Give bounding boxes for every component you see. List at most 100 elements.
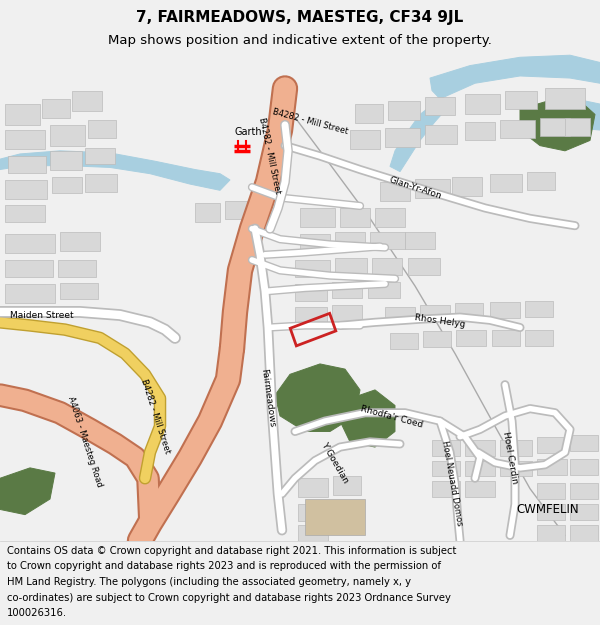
Polygon shape: [298, 478, 328, 497]
Text: Rhos Helyg: Rhos Helyg: [414, 313, 466, 329]
Polygon shape: [340, 390, 395, 447]
Text: HM Land Registry. The polygons (including the associated geometry, namely x, y: HM Land Registry. The polygons (includin…: [7, 577, 411, 587]
Polygon shape: [432, 481, 460, 497]
Text: A4063 - Maesteg Road: A4063 - Maesteg Road: [66, 396, 104, 488]
Polygon shape: [275, 364, 360, 431]
Polygon shape: [537, 504, 565, 520]
Polygon shape: [355, 104, 383, 122]
Polygon shape: [8, 156, 46, 172]
Polygon shape: [50, 151, 82, 169]
Polygon shape: [385, 307, 415, 323]
Text: Contains OS data © Crown copyright and database right 2021. This information is : Contains OS data © Crown copyright and d…: [7, 546, 457, 556]
Polygon shape: [390, 55, 600, 172]
Polygon shape: [425, 97, 455, 116]
Polygon shape: [85, 148, 115, 164]
Polygon shape: [537, 484, 565, 499]
Polygon shape: [465, 461, 495, 476]
Polygon shape: [425, 125, 457, 144]
Polygon shape: [465, 440, 495, 456]
Text: CWMFELIN: CWMFELIN: [517, 503, 580, 516]
Text: Garth: Garth: [234, 127, 262, 137]
Polygon shape: [295, 307, 327, 323]
Polygon shape: [465, 122, 495, 141]
Polygon shape: [423, 331, 451, 348]
Polygon shape: [408, 258, 440, 274]
Polygon shape: [432, 461, 460, 476]
Polygon shape: [380, 182, 410, 201]
Polygon shape: [540, 99, 600, 130]
Polygon shape: [565, 118, 590, 136]
Polygon shape: [570, 525, 598, 541]
Polygon shape: [385, 128, 420, 147]
Polygon shape: [570, 459, 598, 475]
Polygon shape: [295, 284, 327, 301]
Polygon shape: [5, 205, 45, 221]
Polygon shape: [432, 440, 460, 456]
Polygon shape: [465, 481, 495, 497]
Polygon shape: [5, 234, 55, 253]
Polygon shape: [525, 301, 553, 317]
Polygon shape: [500, 440, 532, 456]
Polygon shape: [340, 208, 370, 227]
Polygon shape: [5, 104, 40, 125]
Polygon shape: [490, 301, 520, 318]
Polygon shape: [300, 234, 330, 251]
Polygon shape: [520, 99, 595, 151]
Text: B4282 - Mill Street: B4282 - Mill Street: [139, 378, 172, 454]
Polygon shape: [545, 89, 585, 109]
Text: Hoel Neuadd Domos: Hoel Neuadd Domos: [440, 440, 464, 527]
Polygon shape: [350, 130, 380, 149]
Polygon shape: [370, 232, 405, 249]
Polygon shape: [500, 461, 532, 476]
Polygon shape: [375, 208, 405, 227]
Polygon shape: [456, 329, 486, 346]
Polygon shape: [42, 99, 70, 118]
Text: B4282 - Mill Street: B4282 - Mill Street: [257, 117, 283, 195]
Polygon shape: [0, 468, 55, 514]
Text: Hoel Cerdin: Hoel Cerdin: [501, 431, 519, 484]
Polygon shape: [195, 202, 220, 221]
Polygon shape: [372, 258, 402, 274]
Polygon shape: [298, 525, 328, 542]
Polygon shape: [58, 260, 96, 277]
Text: 100026316.: 100026316.: [7, 608, 67, 618]
Polygon shape: [527, 172, 555, 191]
Polygon shape: [5, 180, 47, 199]
Polygon shape: [5, 130, 45, 149]
Polygon shape: [0, 151, 230, 191]
Polygon shape: [492, 329, 520, 346]
Polygon shape: [5, 284, 55, 302]
Polygon shape: [405, 232, 435, 249]
Polygon shape: [452, 177, 482, 196]
Polygon shape: [332, 282, 362, 298]
Polygon shape: [415, 179, 450, 198]
Text: Y Goedian: Y Goedian: [320, 441, 350, 485]
Text: Maiden Street: Maiden Street: [10, 311, 74, 319]
Text: Glan-Yr-Afon: Glan-Yr-Afon: [388, 176, 442, 201]
Polygon shape: [390, 332, 418, 349]
Polygon shape: [300, 208, 335, 227]
Polygon shape: [537, 525, 565, 541]
Polygon shape: [5, 260, 53, 277]
Polygon shape: [332, 304, 362, 321]
Polygon shape: [305, 499, 365, 536]
Polygon shape: [60, 232, 100, 251]
Polygon shape: [368, 282, 400, 298]
Polygon shape: [88, 119, 116, 138]
Polygon shape: [60, 283, 98, 299]
Text: Rhodfa'r Coed: Rhodfa'r Coed: [360, 404, 424, 429]
Polygon shape: [335, 258, 367, 274]
Polygon shape: [537, 437, 567, 453]
Polygon shape: [388, 101, 420, 119]
Polygon shape: [420, 304, 450, 321]
Polygon shape: [52, 177, 82, 194]
Polygon shape: [465, 94, 500, 114]
Polygon shape: [570, 434, 598, 451]
Polygon shape: [225, 201, 250, 219]
Polygon shape: [298, 504, 328, 521]
Polygon shape: [490, 174, 522, 192]
Polygon shape: [540, 118, 570, 136]
Polygon shape: [335, 232, 365, 249]
Text: B4282 - Mill Street: B4282 - Mill Street: [271, 107, 349, 136]
Polygon shape: [50, 125, 85, 146]
